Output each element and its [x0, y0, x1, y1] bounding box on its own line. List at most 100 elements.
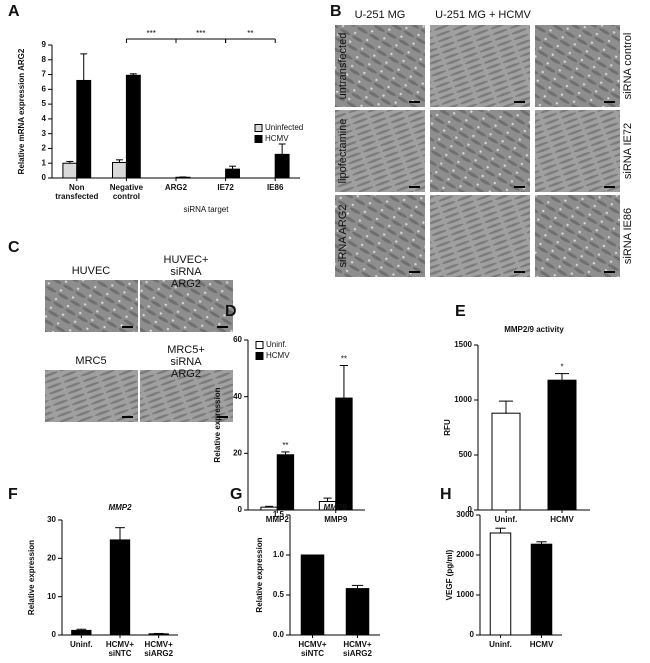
y-tick-label: 20: [233, 448, 242, 457]
bar: [335, 397, 353, 511]
micrograph: [430, 195, 530, 277]
y-tick-label: 1500: [454, 340, 472, 349]
y-axis-label: Relative expression: [27, 540, 36, 615]
x-tick-label: HCMV+ siNTC: [298, 640, 327, 658]
micrograph: [535, 25, 620, 107]
y-tick-label: 10: [47, 592, 56, 601]
panel-label: C: [8, 239, 20, 256]
y-tick-label: 2000: [456, 550, 474, 559]
y-tick-label: 1.5: [273, 510, 285, 519]
image-title: MRC5+ siRNA ARG2: [167, 344, 205, 380]
bar: [62, 162, 78, 179]
y-tick-label: 20: [47, 553, 56, 562]
micrograph: [535, 110, 620, 192]
x-tick-label: HCMV+ siARG2: [144, 640, 173, 658]
panel-label: G: [230, 486, 242, 503]
panel-label: F: [8, 486, 18, 503]
x-tick-label: Uninf.: [70, 640, 93, 649]
chart-title: MMP9: [323, 503, 347, 512]
y-tick-label: 2: [42, 144, 47, 153]
column-title: U-251 MG + HCMV: [435, 9, 531, 21]
panel-label: A: [8, 3, 20, 20]
bar: [547, 379, 577, 511]
x-tick-label: HCMV: [530, 640, 554, 649]
y-tick-label: 0: [238, 505, 243, 514]
micrograph: [430, 110, 530, 192]
legend-swatch: [255, 352, 264, 360]
image-title: HUVEC+ siRNA ARG2: [164, 254, 209, 290]
bar: [225, 168, 240, 179]
bar: [76, 79, 92, 179]
micrograph: [45, 280, 138, 332]
image-title: HUVEC: [72, 265, 111, 277]
significance-label: **: [282, 441, 288, 450]
column-title: U-251 MG: [355, 9, 406, 21]
y-tick-label: 1: [42, 158, 47, 167]
y-tick-label: 0: [42, 173, 47, 182]
y-axis-label: Relative mRNA expression ARG2: [17, 48, 26, 174]
y-tick-label: 40: [233, 392, 242, 401]
y-tick-label: 0: [470, 630, 475, 639]
x-axis-label: siRNA target: [184, 205, 230, 214]
y-axis-label: VEGF (pg/ml): [445, 549, 454, 600]
legend-label: Uninfected: [265, 123, 303, 132]
x-tick-label: IE72: [217, 183, 234, 192]
x-tick-label: Uninf.: [495, 515, 518, 524]
bar: [530, 543, 553, 636]
bar: [489, 532, 512, 636]
bar: [300, 554, 325, 636]
x-tick-label: Uninf.: [489, 640, 512, 649]
y-tick-label: 9: [42, 40, 47, 49]
x-tick-label: ARG2: [165, 183, 188, 192]
bar: [274, 153, 290, 179]
bar: [112, 161, 127, 179]
x-tick-label: HCMV+ siARG2: [343, 640, 372, 658]
legend-swatch: [254, 135, 263, 143]
y-tick-label: 3: [42, 129, 47, 138]
significance-label: *: [560, 363, 563, 372]
micrograph: [335, 110, 425, 192]
y-axis-label: Relative expression: [213, 387, 222, 462]
micrograph: [430, 25, 530, 107]
y-tick-label: 30: [47, 515, 56, 524]
y-tick-label: 0.5: [273, 590, 285, 599]
legend-label: HCMV: [265, 134, 289, 143]
micrograph: [335, 25, 425, 107]
x-tick-label: IE86: [267, 183, 284, 192]
x-tick-label: MMP9: [324, 515, 348, 524]
x-tick-label: MMP2: [266, 515, 290, 524]
legend-label: HCMV: [266, 351, 290, 360]
x-tick-label: HCMV: [550, 515, 574, 524]
row-label: siRNA ARG2: [337, 205, 349, 268]
significance-label: ***: [196, 29, 205, 38]
significance-label: ***: [147, 29, 156, 38]
y-tick-label: 6: [42, 84, 47, 93]
y-tick-label: 1000: [456, 590, 474, 599]
legend-swatch: [254, 124, 263, 132]
row-label: untransfected: [337, 33, 349, 100]
bar: [345, 588, 370, 636]
x-tick-label: Negative control: [110, 183, 144, 201]
bar: [109, 539, 131, 636]
y-tick-label: 0: [468, 505, 473, 514]
y-tick-label: 60: [233, 335, 242, 344]
y-tick-label: 1.0: [273, 550, 285, 559]
y-axis-label: Relative expression: [255, 537, 264, 612]
row-label: siRNA control: [622, 33, 634, 100]
y-axis-label: RFU: [443, 419, 452, 436]
significance-label: **: [341, 355, 347, 364]
legend-label: Uninf.: [266, 340, 287, 349]
bar: [148, 633, 169, 636]
micrograph: [45, 370, 138, 422]
x-tick-label: HCMV+ siNTC: [106, 640, 135, 658]
significance-label: **: [247, 29, 253, 38]
row-label: siRNA IE72: [622, 123, 634, 179]
y-tick-label: 4: [42, 114, 47, 123]
chart-title: MMP2/9 activity: [504, 325, 564, 334]
y-tick-label: 500: [459, 450, 473, 459]
panel-label: E: [455, 303, 466, 320]
row-label: lipofectamine: [337, 119, 349, 184]
legend-swatch: [255, 341, 264, 349]
bar: [276, 454, 295, 511]
bar: [125, 74, 141, 179]
